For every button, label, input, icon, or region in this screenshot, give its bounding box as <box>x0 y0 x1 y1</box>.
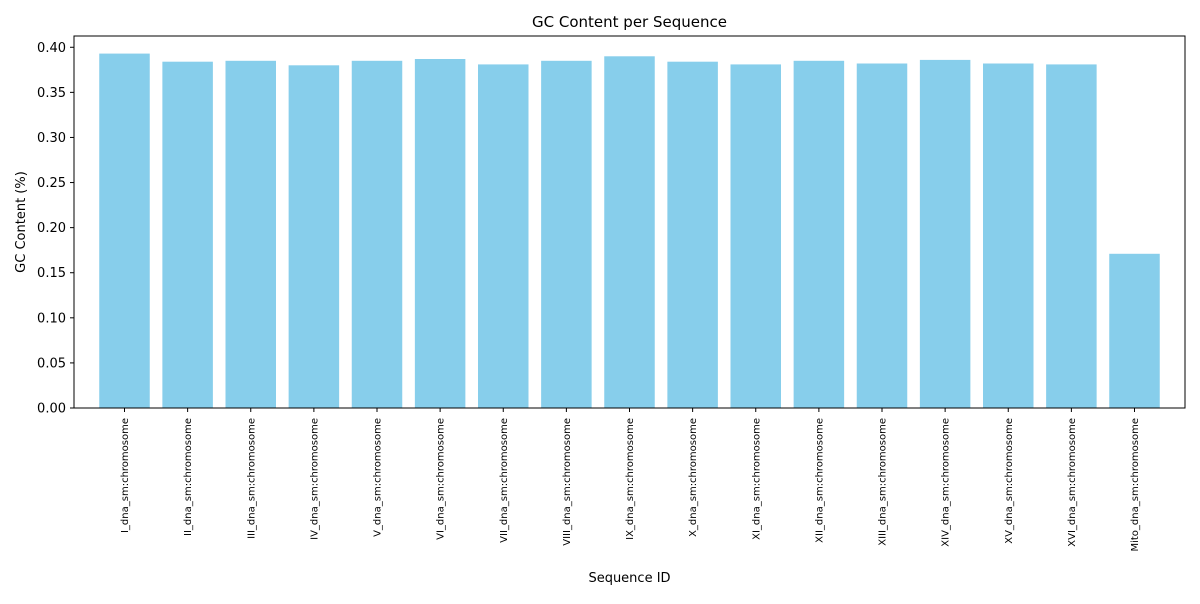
bar-1 <box>162 61 213 408</box>
bar-12 <box>856 63 908 408</box>
x-tick-label-0: I_dna_sm:chromosome <box>120 418 131 533</box>
chart-title: GC Content per Sequence <box>532 13 727 31</box>
x-tick-label-9: X_dna_sm:chromosome <box>688 418 699 537</box>
x-tick-label-8: IX_dna_sm:chromosome <box>625 418 636 540</box>
bars-group <box>99 53 1160 409</box>
y-tick-label-8: 0.40 <box>37 41 66 56</box>
x-tick-label-13: XIV_dna_sm:chromosome <box>941 418 952 547</box>
x-tick-label-16: Mito_dna_sm:chromosome <box>1130 418 1141 552</box>
bar-16 <box>1109 253 1160 408</box>
x-axis: I_dna_sm:chromosome II_dna_sm:chromosome I… <box>120 408 1141 552</box>
bar-8 <box>604 56 655 408</box>
y-tick-label-3: 0.15 <box>37 266 66 281</box>
y-tick-label-5: 0.25 <box>37 176 66 191</box>
bar-7 <box>541 60 592 409</box>
x-tick-label-11: XII_dna_sm:chromosome <box>814 418 825 543</box>
y-tick-label-4: 0.20 <box>37 221 66 236</box>
y-tick-label-6: 0.30 <box>37 131 66 146</box>
bar-2 <box>225 60 276 409</box>
y-tick-label-7: 0.35 <box>37 86 66 101</box>
x-tick-label-15: XVI_dna_sm:chromosome <box>1067 418 1078 547</box>
x-tick-label-5: VI_dna_sm:chromosome <box>436 418 447 540</box>
x-tick-label-14: XV_dna_sm:chromosome <box>1004 418 1015 544</box>
bar-15 <box>1046 64 1097 408</box>
x-tick-label-6: VII_dna_sm:chromosome <box>499 418 510 543</box>
y-axis: 0.00 0.05 0.10 0.15 0.20 0.25 0.30 0.35 0.40 <box>37 41 74 417</box>
x-tick-label-4: V_dna_sm:chromosome <box>373 418 384 537</box>
x-axis-label: Sequence ID <box>588 571 670 586</box>
y-tick-label-0: 0.00 <box>37 402 66 417</box>
bar-14 <box>983 63 1034 408</box>
bar-11 <box>793 60 845 409</box>
y-axis-label: GC Content (%) <box>14 171 29 273</box>
bar-0 <box>99 53 150 409</box>
x-tick-label-7: VIII_dna_sm:chromosome <box>562 418 573 546</box>
bar-10 <box>730 64 781 408</box>
bar-13 <box>919 59 971 409</box>
x-tick-label-2: III_dna_sm:chromosome <box>246 418 257 539</box>
bar-9 <box>667 61 718 408</box>
x-tick-label-12: XIII_dna_sm:chromosome <box>878 418 889 546</box>
bar-4 <box>351 60 403 409</box>
x-tick-label-1: II_dna_sm:chromosome <box>183 418 194 536</box>
bar-6 <box>478 64 529 408</box>
x-tick-label-10: XI_dna_sm:chromosome <box>751 418 762 540</box>
x-tick-label-3: IV_dna_sm:chromosome <box>309 418 320 540</box>
plot-frame <box>73 35 1186 409</box>
bar-5 <box>414 59 466 408</box>
y-tick-label-2: 0.10 <box>37 311 66 326</box>
bar-3 <box>288 65 340 408</box>
y-tick-label-1: 0.05 <box>37 356 66 371</box>
